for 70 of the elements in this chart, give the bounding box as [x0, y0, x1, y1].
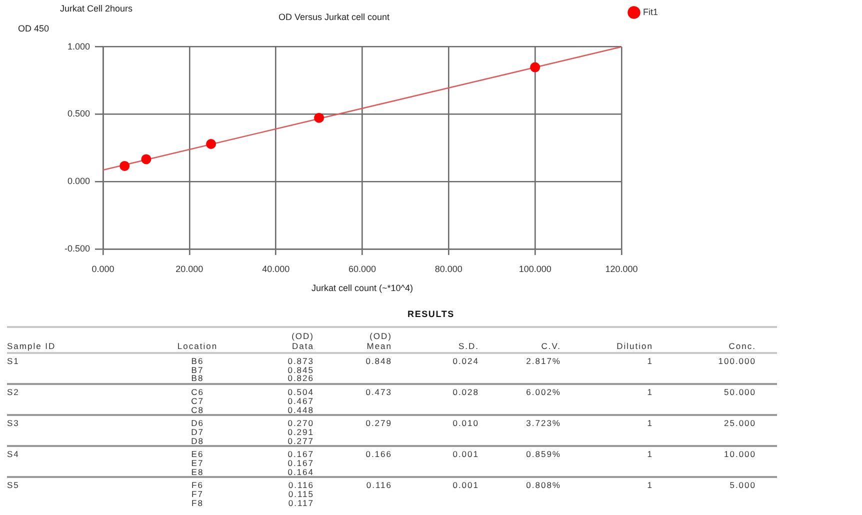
text: S5 — [7, 480, 20, 490]
text: 0.028 — [452, 387, 479, 398]
text: 1 — [647, 449, 653, 460]
text: 50.000 — [724, 387, 756, 398]
text: 0.873 0.845 0.826 — [288, 356, 314, 384]
text: 100.000 — [718, 356, 756, 366]
category-label: C.V. — [540, 340, 561, 352]
x-tick-label: 100.000 — [518, 264, 552, 274]
text: S1 — [7, 356, 20, 366]
y-axis-title: OD 450 — [18, 23, 50, 34]
x-tick-label: 40.000 — [262, 264, 290, 274]
category-label: Dilution — [616, 340, 653, 352]
x-tick-label: 20.000 — [176, 264, 204, 274]
text: C6 C7 C8 — [191, 387, 204, 415]
text: 3.723% — [526, 418, 561, 428]
text: 0.001 — [452, 449, 479, 460]
category-label: S.D. — [457, 340, 479, 352]
text: S2 — [7, 387, 20, 398]
text: 0.010 — [452, 418, 479, 428]
text: D6 D7 D8 — [191, 418, 204, 446]
x-axis-title: Jurkat cell count (~*10^4) — [311, 283, 414, 294]
text: 0.504 0.467 0.448 — [288, 387, 314, 415]
y-tick-label: -0.500 — [64, 243, 90, 254]
category-label: Location — [176, 340, 219, 352]
x-tick-label: 120.000 — [605, 264, 638, 274]
category-label: Sample ID — [7, 340, 57, 353]
text: 0.848 — [366, 356, 392, 366]
text: 0.473 — [366, 387, 392, 398]
text: S3 — [7, 418, 20, 428]
text: 1 — [647, 480, 653, 490]
text: Jurkat Cell 2hours — [60, 3, 134, 14]
text: 0.166 — [366, 449, 392, 460]
text: S4 — [7, 449, 20, 460]
text: 0.270 0.291 0.277 — [288, 418, 314, 446]
text: RESULTS — [406, 308, 456, 321]
text: 0.116 — [366, 480, 392, 490]
text: 2.817% — [526, 356, 561, 366]
point — [530, 62, 540, 72]
point — [120, 160, 130, 171]
chart-title: OD Versus Jurkat cell count — [278, 12, 390, 22]
text: 0.024 — [452, 356, 479, 366]
x-tick-label: 60.000 — [348, 264, 376, 274]
y-tick-label: 0.000 — [67, 176, 90, 186]
text: 10.000 — [724, 449, 756, 460]
category-label: (OD) Mean — [366, 330, 392, 352]
legend-label: Fit1 — [642, 6, 658, 17]
y-tick-label: 1.000 — [67, 41, 90, 52]
y-tick-label: 0.500 — [67, 108, 90, 119]
x-tick-label: 80.000 — [434, 264, 462, 274]
text: 0.001 — [452, 480, 479, 490]
text: B6 B7 B8 — [191, 356, 204, 384]
text: 25.000 — [724, 418, 756, 428]
point — [141, 154, 152, 164]
x-tick-label: 0.000 — [92, 264, 114, 274]
text: 1 — [647, 356, 653, 366]
text: 6.002% — [526, 387, 561, 398]
text: F6 F7 F8 — [192, 480, 204, 508]
category-label: (OD) Data — [290, 330, 314, 352]
text: 0.279 — [366, 418, 392, 428]
text: 1 — [647, 418, 653, 428]
text: 1 — [647, 387, 653, 398]
text: 0.808% — [526, 480, 561, 490]
text: 5.000 — [730, 480, 756, 490]
point — [206, 138, 216, 149]
category-label: Conc. — [728, 340, 757, 352]
point — [314, 112, 324, 123]
text: E6 E7 E8 — [191, 449, 204, 477]
text: 0.167 0.167 0.164 — [288, 449, 314, 477]
text: 0.116 0.115 0.117 — [288, 480, 314, 508]
text: 0.859% — [526, 449, 561, 460]
